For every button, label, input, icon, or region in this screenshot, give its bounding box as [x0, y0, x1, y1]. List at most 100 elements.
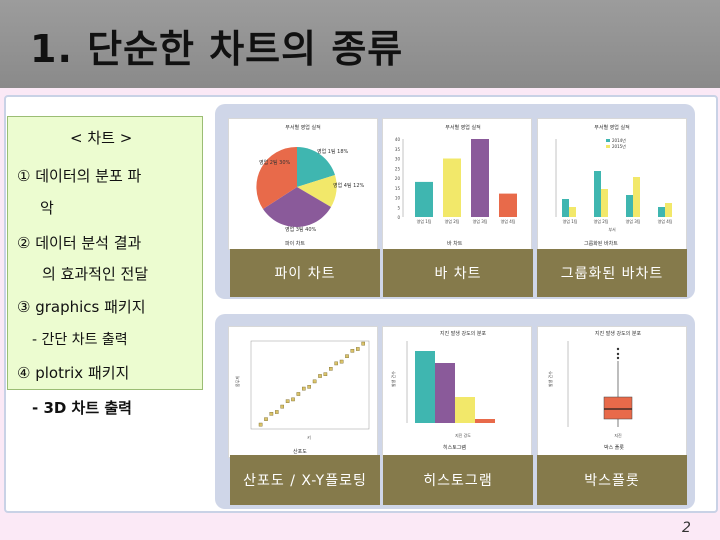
- pie-slice-1: [297, 147, 335, 187]
- scatter-point: [350, 349, 355, 353]
- boxplot-svg: 지진 발생 강도의 분포 지진 발생 건수 박스 플롯: [547, 330, 642, 451]
- scatter-point: [334, 361, 338, 366]
- legend-swatch-2014: [606, 139, 610, 142]
- grouped-bar-chart-label: 그룹화된 바차트: [537, 249, 687, 297]
- scatter-point: [280, 404, 284, 409]
- pie-slice-1-label: 영업 1팀 18%: [317, 148, 349, 155]
- bar-ytick: 10: [395, 196, 401, 201]
- pie-slice-4-label: 영업 4팀 12%: [333, 182, 365, 189]
- scatter-point: [258, 422, 263, 427]
- item2-line1: ② 데이터 분석 결과: [17, 234, 142, 252]
- scatter-point: [301, 386, 306, 391]
- scatter-point: [285, 399, 290, 403]
- item4: ④ plotrix 패키지: [17, 364, 130, 382]
- grouped-bar: [658, 207, 665, 217]
- scatter-xlabel: 키: [307, 434, 311, 440]
- scatter-point: [307, 385, 311, 389]
- bar-chart-svg: 부서별 영업 실적 40 35 30 25 20 15 10 5 0 영업 1팀 영업 2팀 영업 …: [395, 124, 517, 247]
- slide-title: 1. 단순한 차트의 종류: [30, 27, 404, 71]
- bar-xlabel-1: 영업 1팀: [417, 218, 432, 224]
- pie-slice-4: [297, 175, 337, 207]
- histogram-card: 지진 발생 강도의 분포 지진 강도 발생 건수 히스토그램: [382, 326, 532, 458]
- scatter-point: [312, 379, 317, 384]
- scatter-point: [269, 411, 274, 416]
- bar-caption: 바 차트: [447, 240, 463, 247]
- bar-3: [471, 139, 489, 217]
- box-caption: 박스 플롯: [604, 444, 624, 451]
- bar-ytick: 0: [397, 215, 400, 220]
- hist-caption: 히스토그램: [443, 444, 466, 451]
- pie-slice-3: [263, 187, 331, 227]
- item1-line2: 악: [40, 199, 54, 217]
- bar-xlabel-4: 영업 4팀: [501, 218, 516, 224]
- grouped-bar: [633, 177, 640, 217]
- scatter-point: [328, 367, 333, 371]
- box-ylabel: 발생 건수: [547, 371, 553, 387]
- bar-2: [443, 158, 461, 217]
- bar-ytick: 40: [395, 137, 401, 142]
- item3-sub: - 간단 차트 출력: [32, 332, 128, 348]
- item2-line2: 의 효과적인 전달: [42, 265, 149, 283]
- hist-bar: [475, 419, 495, 423]
- bar-ytick: 15: [395, 186, 401, 191]
- bar-ytick: 20: [395, 176, 401, 181]
- scatter-point: [355, 347, 360, 351]
- box-rect: [603, 396, 633, 420]
- box-title: 지진 발생 강도의 분포: [595, 330, 642, 337]
- hist-bar: [415, 351, 435, 423]
- pie-slice-3-label: 영업 3팀 40%: [285, 226, 317, 233]
- grouped-chart-title: 부서별 영업 실적: [594, 124, 629, 131]
- pie-caption: 파이 차트: [285, 240, 305, 247]
- legend-swatch-2015: [606, 145, 610, 148]
- grouped-xlabel-2: 영업 2팀: [594, 218, 609, 224]
- item4-sub: - 3D 차트 출력: [32, 399, 132, 417]
- grouped-axis-label: 부서: [608, 226, 616, 232]
- scatter-plot-label: 산포도 / X-Y플로팅: [230, 455, 380, 505]
- sidebar-notes-box: [7, 116, 203, 390]
- page-number: 2: [682, 520, 691, 536]
- bar-chart-label: 바 차트: [383, 249, 533, 297]
- bar-ytick: 25: [395, 166, 401, 171]
- hist-title: 지진 발생 강도의 분포: [440, 330, 487, 337]
- bar-ytick: 35: [395, 147, 401, 152]
- bar-4: [499, 193, 517, 217]
- scatter-ylabel: 몸무게: [234, 376, 240, 387]
- scatter-point: [275, 410, 279, 414]
- scatter-point: [264, 417, 268, 421]
- grouped-bar: [594, 171, 601, 217]
- bar-1: [415, 181, 433, 217]
- bar-ytick: 30: [395, 157, 401, 162]
- grouped-bar-chart-card: 부서별 영업 실적 2014년 2015년 영업 1팀 영업 2팀 영업 3팀 …: [537, 118, 687, 250]
- bar-xlabel-3: 영업 3팀: [473, 218, 488, 224]
- grouped-bar: [665, 203, 672, 217]
- grouped-caption: 그룹화된 바차트: [584, 240, 618, 247]
- bar-chart-card: 부서별 영업 실적 40 35 30 25 20 15 10 5 0 영업 1팀 영업 2팀 영업 …: [382, 118, 532, 250]
- boxplot-label: 박스플롯: [537, 455, 687, 505]
- legend-2015: 2015년: [612, 143, 626, 149]
- grouped-bar: [562, 199, 569, 217]
- sidebar-heading: < 차트 >: [70, 129, 133, 147]
- scatter-point: [323, 372, 328, 376]
- pie-slice-2: [256, 146, 297, 209]
- pie-chart-card: 부서별 영업 실적 영업 2팀 30% 영업 1팀 18% 영업 4팀 12% …: [228, 118, 378, 250]
- scatter-point: [296, 392, 301, 396]
- item1-line1: ① 데이터의 분포 파: [17, 167, 142, 185]
- item3: ③ graphics 패키지: [17, 298, 146, 316]
- legend-2014: 2014년: [612, 137, 626, 143]
- grouped-xlabel-1: 영업 1팀: [563, 218, 578, 224]
- histogram-label: 히스토그램: [383, 455, 533, 505]
- pie-chart-title: 부서별 영업 실적: [285, 124, 320, 131]
- pie-chart-label: 파이 차트: [230, 249, 380, 297]
- grouped-bar: [601, 189, 608, 217]
- bar-xlabel-2: 영업 2팀: [445, 218, 460, 224]
- title-bar: [0, 0, 720, 88]
- grouped-bar-svg: 부서별 영업 실적 2014년 2015년 영업 1팀 영업 2팀 영업 3팀 …: [555, 124, 673, 247]
- grouped-xlabel-4: 영업 4팀: [658, 218, 673, 224]
- box-xlabel: 지진: [614, 432, 622, 438]
- bar-ytick: 5: [397, 205, 400, 210]
- scatter-caption: 산포도: [293, 448, 307, 455]
- hist-xlabel: 지진 강도: [455, 432, 471, 438]
- hist-bar: [435, 363, 455, 423]
- hist-bar: [455, 397, 475, 423]
- scatter-point: [318, 374, 322, 378]
